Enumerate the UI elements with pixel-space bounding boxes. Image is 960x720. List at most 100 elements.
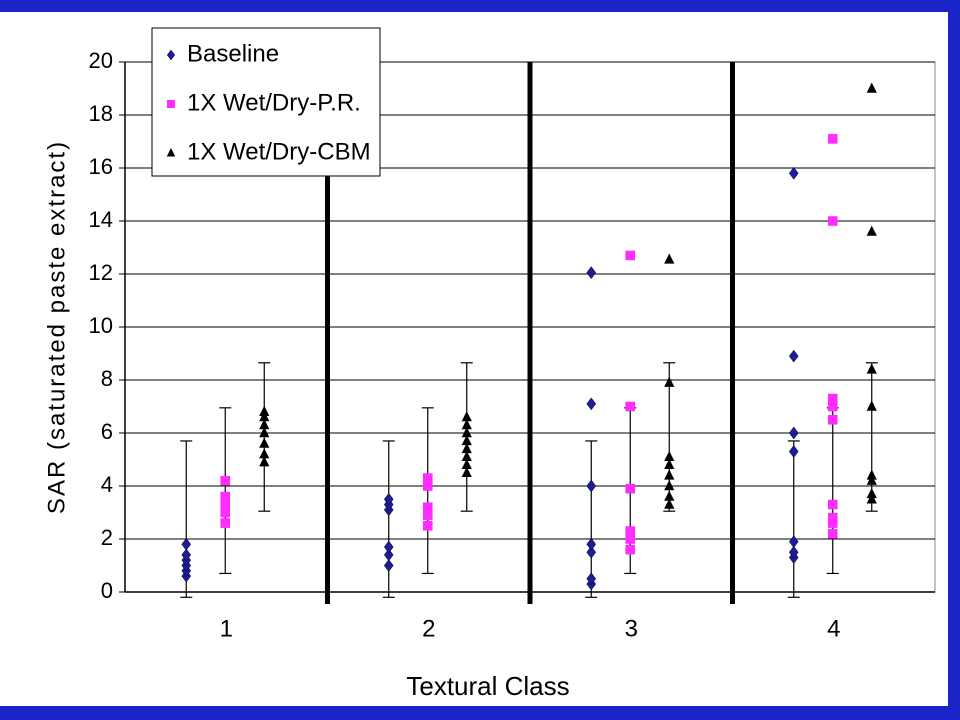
y-tick-label: 14: [89, 207, 113, 232]
point: [259, 411, 270, 422]
point: [866, 487, 877, 499]
legend-label: Baseline: [187, 40, 279, 67]
point: [461, 434, 472, 446]
y-tick-label: 10: [89, 313, 113, 338]
y-tick-label: 4: [101, 472, 113, 497]
point: [788, 445, 799, 458]
point: [586, 537, 597, 551]
point: [664, 450, 675, 462]
point: [259, 437, 270, 448]
point: [586, 572, 597, 586]
point: [625, 483, 636, 494]
point: [383, 548, 394, 562]
point: [788, 166, 799, 180]
point: [664, 376, 675, 387]
point: [827, 401, 838, 412]
point: [664, 490, 675, 501]
x-tick-label: 3: [625, 615, 638, 642]
point: [827, 528, 838, 539]
point: [383, 492, 394, 506]
point: [422, 481, 433, 491]
point: [625, 401, 636, 412]
point: [866, 363, 877, 374]
point: [827, 518, 838, 528]
x-axis-title: Textural Class: [406, 671, 569, 701]
point: [461, 442, 472, 454]
point: [827, 414, 838, 425]
slide-content: [0, 12, 948, 706]
point: [461, 466, 472, 477]
y-tick-label: 2: [101, 525, 113, 550]
point: [383, 540, 394, 554]
point: [788, 535, 799, 549]
y-tick-label: 6: [101, 419, 113, 444]
y-tick-label: 0: [101, 578, 113, 603]
point: [259, 405, 270, 416]
point: [422, 520, 433, 531]
point: [827, 216, 838, 226]
legend-label: 1X Wet/Dry-P.R.: [187, 89, 361, 116]
y-tick-label: 20: [89, 48, 113, 73]
point: [866, 493, 877, 504]
point: [586, 479, 597, 493]
point: [664, 469, 675, 480]
point: [788, 426, 799, 440]
x-tick-label: 2: [422, 615, 435, 642]
point: [181, 548, 192, 562]
point: [422, 473, 433, 483]
point: [259, 419, 270, 430]
point: [422, 510, 433, 520]
point: [625, 250, 636, 261]
point: [625, 544, 636, 555]
point: [827, 513, 838, 523]
point: [866, 82, 877, 93]
point: [827, 134, 838, 144]
point: [827, 499, 838, 510]
point: [259, 427, 270, 438]
point: [422, 502, 433, 512]
point: [664, 253, 675, 264]
y-axis-title: SAR (saturated paste extract): [43, 140, 70, 514]
point: [866, 400, 877, 411]
legend-box: [151, 27, 381, 177]
point: [586, 397, 597, 411]
point: [259, 448, 270, 459]
point: [383, 559, 394, 572]
point: [461, 411, 472, 422]
point: [788, 545, 799, 559]
y-tick-label: 18: [89, 101, 113, 126]
point: [625, 526, 636, 536]
point: [259, 456, 270, 467]
point: [788, 349, 799, 363]
legend-marker: [166, 148, 176, 157]
point: [664, 498, 675, 509]
x-tick-label: 4: [827, 615, 840, 642]
point: [866, 474, 877, 485]
point: [664, 480, 675, 491]
point: [664, 458, 675, 469]
point: [586, 266, 597, 280]
x-tick-label: 1: [220, 615, 233, 642]
point: [220, 491, 231, 502]
y-tick-label: 8: [101, 366, 113, 391]
y-tick-label: 12: [89, 260, 113, 285]
legend-label: 1X Wet/Dry-CBM: [187, 138, 371, 165]
point: [181, 537, 192, 551]
point: [827, 393, 838, 404]
legend-marker: [166, 49, 176, 61]
point: [586, 545, 597, 559]
point: [625, 534, 636, 544]
point: [220, 507, 231, 518]
point: [866, 469, 877, 480]
point: [866, 225, 877, 236]
point: [461, 450, 472, 462]
legend-marker: [167, 100, 175, 108]
point: [220, 475, 231, 486]
point: [461, 427, 472, 438]
point: [220, 518, 231, 528]
point: [461, 458, 472, 469]
point: [220, 499, 231, 510]
y-tick-label: 16: [89, 154, 113, 179]
